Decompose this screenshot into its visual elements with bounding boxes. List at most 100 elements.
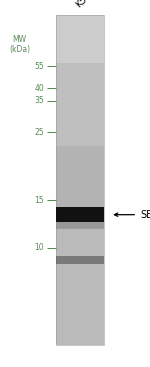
Bar — [56, 273, 104, 275]
Bar — [56, 175, 104, 177]
Bar — [56, 211, 104, 212]
Bar — [56, 129, 104, 130]
Bar — [56, 125, 104, 126]
Bar — [56, 147, 104, 148]
Bar — [56, 146, 104, 147]
Bar — [56, 86, 104, 87]
Bar — [56, 145, 104, 146]
Bar — [56, 92, 104, 93]
Bar — [56, 204, 104, 205]
Bar — [56, 169, 104, 170]
Bar — [56, 305, 104, 306]
Bar — [56, 292, 104, 293]
Bar — [56, 278, 104, 279]
Bar — [56, 156, 104, 157]
Bar — [56, 234, 104, 235]
Bar — [56, 299, 104, 300]
Bar — [56, 68, 104, 69]
Bar — [56, 33, 104, 34]
Bar — [56, 59, 104, 60]
Bar — [56, 240, 104, 241]
Bar — [56, 214, 104, 215]
Bar — [56, 264, 104, 265]
Bar — [56, 295, 104, 297]
Bar — [56, 339, 104, 341]
Bar — [56, 98, 104, 99]
Bar — [56, 271, 104, 272]
Bar — [56, 109, 104, 110]
Bar — [56, 205, 104, 206]
Bar — [56, 288, 104, 289]
Bar — [56, 303, 104, 304]
Bar — [56, 322, 104, 323]
Bar — [56, 66, 104, 68]
Bar — [56, 95, 104, 96]
Bar — [56, 36, 104, 37]
Bar — [56, 155, 104, 156]
Bar — [56, 29, 104, 30]
Bar — [56, 256, 104, 257]
Bar — [56, 210, 104, 211]
Bar — [56, 287, 104, 288]
Bar — [56, 223, 104, 224]
Bar — [56, 64, 104, 65]
Bar — [56, 181, 104, 182]
Bar — [56, 275, 104, 276]
Bar — [56, 174, 104, 175]
Bar — [56, 254, 104, 255]
Bar — [56, 186, 104, 188]
Bar — [56, 85, 104, 86]
Bar — [56, 270, 104, 271]
Bar — [56, 232, 104, 233]
Bar — [56, 237, 104, 238]
Bar — [56, 47, 104, 48]
Bar — [56, 15, 104, 345]
Bar — [56, 88, 104, 90]
Bar — [56, 49, 104, 50]
Bar — [56, 48, 104, 49]
Bar — [56, 163, 104, 164]
Bar — [56, 284, 104, 286]
Bar — [56, 177, 104, 178]
Bar — [56, 286, 104, 287]
Bar — [56, 103, 104, 104]
Bar — [56, 229, 104, 230]
Bar — [56, 93, 104, 94]
Bar — [56, 325, 104, 326]
Text: 55: 55 — [34, 62, 44, 70]
Bar — [56, 76, 104, 77]
Bar — [56, 81, 104, 82]
Bar — [56, 277, 104, 278]
Bar — [56, 225, 104, 226]
Bar — [56, 121, 104, 123]
Bar — [56, 158, 104, 159]
Bar — [56, 70, 104, 71]
Bar — [56, 15, 104, 16]
Bar — [56, 344, 104, 345]
Bar — [56, 97, 104, 98]
Bar — [56, 159, 104, 160]
Bar — [56, 114, 104, 115]
Bar — [56, 82, 104, 83]
Text: 10: 10 — [35, 243, 44, 252]
Bar — [56, 310, 104, 311]
Bar — [56, 135, 104, 136]
Bar — [56, 281, 104, 282]
Bar — [56, 74, 104, 75]
Bar — [56, 236, 104, 237]
Bar — [56, 333, 104, 334]
Bar — [56, 255, 104, 256]
Bar — [56, 191, 104, 192]
Bar — [56, 25, 104, 26]
Bar — [56, 183, 104, 184]
Bar — [56, 178, 104, 179]
Bar — [56, 22, 104, 23]
Bar — [56, 28, 104, 29]
Bar — [56, 280, 104, 281]
Bar — [56, 206, 104, 207]
Bar — [56, 40, 104, 41]
Bar — [56, 160, 104, 161]
Bar — [56, 19, 104, 20]
Bar — [56, 170, 104, 171]
Bar — [56, 251, 104, 252]
